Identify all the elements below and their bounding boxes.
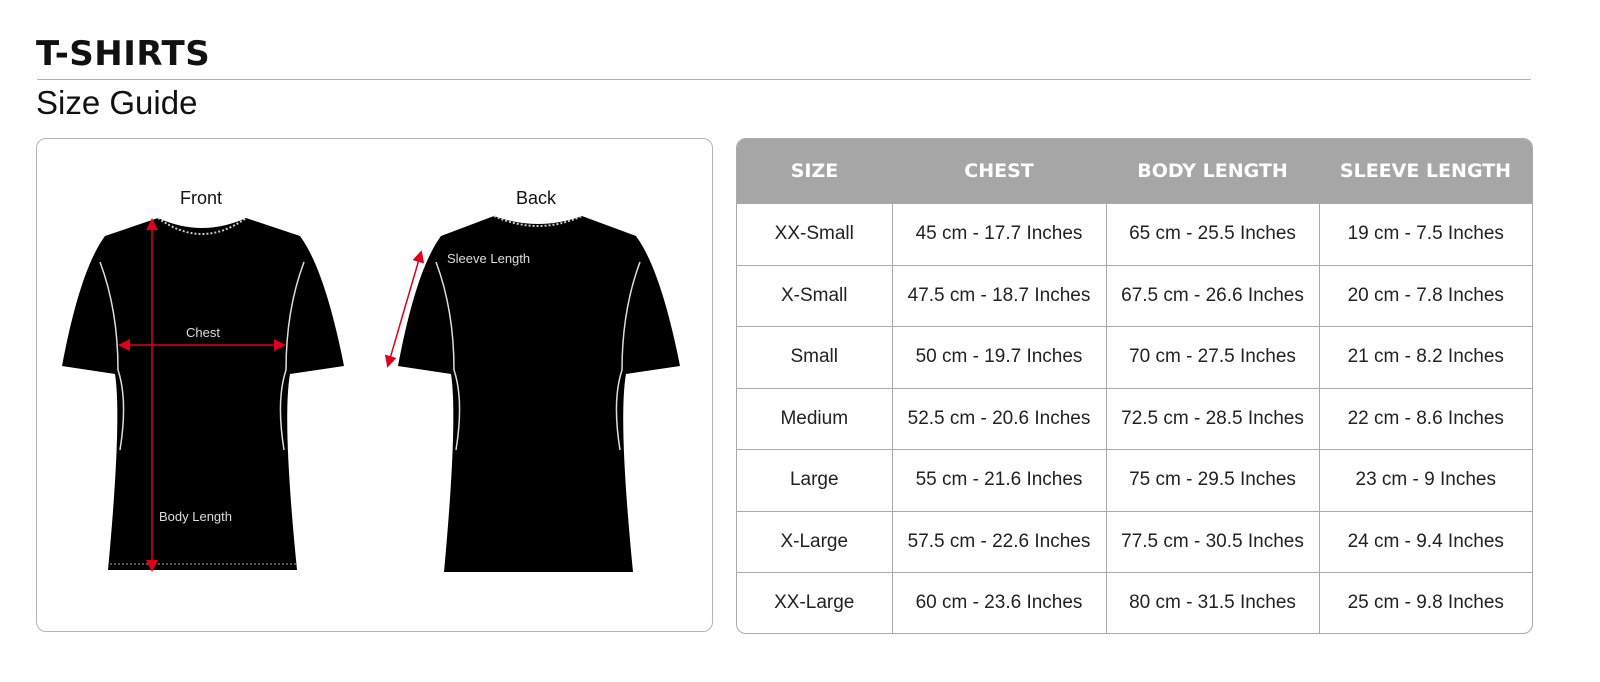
cell-body-length: 80 cm - 31.5 Inches [1105,572,1320,633]
front-shirt-image [62,217,344,572]
cell-size: X-Small [737,264,893,328]
cell-body-length: 75 cm - 29.5 Inches [1105,449,1320,512]
header-sleeve-length: SLEEVE LENGTH [1319,139,1532,204]
page-subtitle: Size Guide [36,84,198,121]
cell-sleeve-length: 20 cm - 7.8 Inches [1318,264,1532,328]
table-row: X-Large 57.5 cm - 22.6 Inches 77.5 cm - 30… [737,510,1532,574]
cell-chest: 55 cm - 21.6 Inches [891,449,1107,512]
front-label: Front [180,188,223,208]
cell-body-length: 70 cm - 27.5 Inches [1105,326,1320,389]
cell-size: Large [737,449,893,512]
back-label: Back [516,188,557,208]
cell-chest: 57.5 cm - 22.6 Inches [891,510,1107,574]
table-row: Medium 52.5 cm - 20.6 Inches 72.5 cm - 28.… [737,387,1532,451]
header-chest: CHEST [892,139,1106,204]
cell-body-length: 67.5 cm - 26.6 Inches [1105,264,1320,328]
table-row: X-Small 47.5 cm - 18.7 Inches 67.5 cm - 26… [737,264,1532,328]
cell-body-length: 72.5 cm - 28.5 Inches [1105,387,1320,451]
cell-size: Small [737,326,893,389]
cell-body-length: 65 cm - 25.5 Inches [1105,203,1320,266]
cell-chest: 50 cm - 19.7 Inches [891,326,1107,389]
cell-size: XX-Large [737,572,893,633]
sleeve-length-label: Sleeve Length [447,251,531,266]
cell-chest: 45 cm - 17.7 Inches [891,203,1107,266]
cell-sleeve-length: 24 cm - 9.4 Inches [1318,510,1532,574]
cell-size: X-Large [737,510,893,574]
back-shirt-image [384,215,680,572]
table-header-row: SIZE CHEST BODY LENGTH SLEEVE LENGTH [737,139,1532,204]
cell-sleeve-length: 19 cm - 7.5 Inches [1318,203,1532,266]
header-body-length: BODY LENGTH [1106,139,1319,204]
cell-sleeve-length: 25 cm - 9.8 Inches [1318,572,1532,633]
header-size: SIZE [737,139,892,204]
cell-chest: 47.5 cm - 18.7 Inches [891,264,1107,328]
tshirt-diagram [62,215,680,572]
cell-sleeve-length: 23 cm - 9 Inches [1318,449,1532,512]
cell-size: XX-Small [737,203,893,266]
cell-size: Medium [737,387,893,451]
cell-body-length: 77.5 cm - 30.5 Inches [1105,510,1320,574]
cell-chest: 52.5 cm - 20.6 Inches [891,387,1107,451]
cell-sleeve-length: 22 cm - 8.6 Inches [1318,387,1532,451]
table-row: Large 55 cm - 21.6 Inches 75 cm - 29.5 Inc… [737,449,1532,512]
table-row: Small 50 cm - 19.7 Inches 70 cm - 27.5 Inc… [737,326,1532,389]
cell-sleeve-length: 21 cm - 8.2 Inches [1318,326,1532,389]
diagram-panel [36,138,713,632]
size-table: SIZE CHEST BODY LENGTH SLEEVE LENGTH XX-… [736,138,1533,634]
body-length-label: Body Length [159,509,233,524]
divider [37,79,1531,80]
table-row: XX-Large 60 cm - 23.6 Inches 80 cm - 31.5 … [737,572,1532,633]
chest-label: Chest [186,325,220,340]
cell-chest: 60 cm - 23.6 Inches [891,572,1107,633]
table-row: XX-Small 45 cm - 17.7 Inches 65 cm - 25.5 … [737,203,1532,266]
page-title: T-SHIRTS [36,34,211,74]
